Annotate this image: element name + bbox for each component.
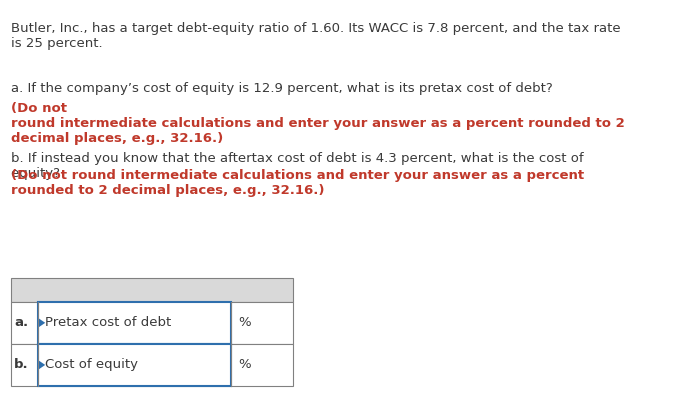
- Text: (Do not round intermediate calculations and enter your answer as a percent
round: (Do not round intermediate calculations …: [11, 169, 584, 197]
- Polygon shape: [38, 360, 45, 370]
- Text: b.: b.: [14, 358, 29, 372]
- Text: Butler, Inc., has a target debt-equity ratio of 1.60. Its WACC is 7.8 percent, a: Butler, Inc., has a target debt-equity r…: [11, 22, 620, 50]
- Text: a.: a.: [14, 316, 29, 329]
- Text: a. If the company’s cost of equity is 12.9 percent, what is its pretax cost of d: a. If the company’s cost of equity is 12…: [11, 82, 557, 95]
- FancyBboxPatch shape: [38, 302, 231, 344]
- Text: Cost of equity: Cost of equity: [45, 358, 138, 372]
- FancyBboxPatch shape: [38, 344, 231, 386]
- Text: %: %: [238, 358, 251, 372]
- Text: Pretax cost of debt: Pretax cost of debt: [45, 316, 171, 329]
- FancyBboxPatch shape: [11, 278, 293, 302]
- Text: b. If instead you know that the aftertax cost of debt is 4.3 percent, what is th: b. If instead you know that the aftertax…: [11, 152, 583, 180]
- Text: %: %: [238, 316, 251, 329]
- FancyBboxPatch shape: [11, 344, 293, 386]
- FancyBboxPatch shape: [11, 302, 293, 344]
- Polygon shape: [38, 318, 45, 328]
- Text: (Do not
round intermediate calculations and enter your answer as a percent round: (Do not round intermediate calculations …: [11, 102, 625, 145]
